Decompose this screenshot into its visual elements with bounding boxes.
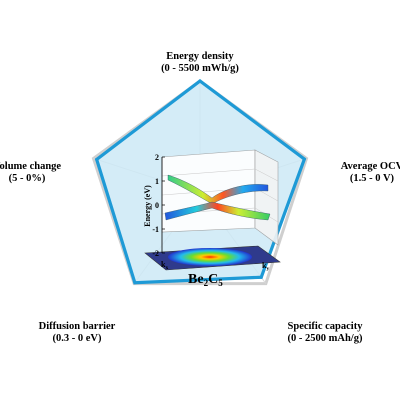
axis-name-label: Diffusion barrier (39, 321, 116, 332)
series-vertex (198, 79, 202, 83)
lower-band-surface (164, 201, 271, 221)
upper-band-surface (167, 174, 269, 205)
z-tick-label: -1 (152, 225, 159, 234)
axis-name-label: Energy density (166, 51, 234, 62)
axis-name-label: Specific capacity (288, 321, 364, 332)
z-tick-label: 1 (155, 177, 159, 186)
kx-axis-label: kx (161, 260, 168, 271)
axis-name-label: Average OCV (341, 161, 400, 172)
axis-range-label: (1.5 - 0 V) (350, 173, 395, 184)
inset-z-axis-label: Energy (eV) (143, 185, 152, 227)
inset-right-wall (254, 149, 279, 246)
series-vertex (95, 157, 99, 161)
axis-range-label: (0 - 2500 mAh/g) (288, 333, 363, 344)
floor-contour-map (168, 248, 252, 266)
series-vertex (259, 275, 263, 279)
series-vertex (302, 157, 306, 161)
axis-range-label: (5 - 0%) (9, 173, 46, 184)
z-tick-label: 0 (155, 201, 159, 210)
band-structure-inset: 2 1 0 -1 -2 Energy (eV) kx ky Be2C5 (143, 149, 281, 288)
z-tick-label: -2 (152, 249, 159, 258)
radar-axis-labels: Energy density(0 - 5500 mWh/g) Average OC… (0, 51, 400, 344)
ky-axis-label: ky (262, 261, 269, 272)
z-tick-label: 2 (155, 153, 159, 162)
axis-range-label: (0.3 - 0 eV) (53, 333, 102, 344)
axis-name-label: Volume change (0, 161, 61, 172)
series-vertex (133, 281, 137, 285)
axis-range-label: (0 - 5500 mWh/g) (161, 63, 239, 74)
material-label: Be2C5 (188, 272, 223, 288)
inset-z-tick-labels: 2 1 0 -1 -2 (152, 153, 159, 258)
inset-z-tick-marks (162, 156, 165, 254)
